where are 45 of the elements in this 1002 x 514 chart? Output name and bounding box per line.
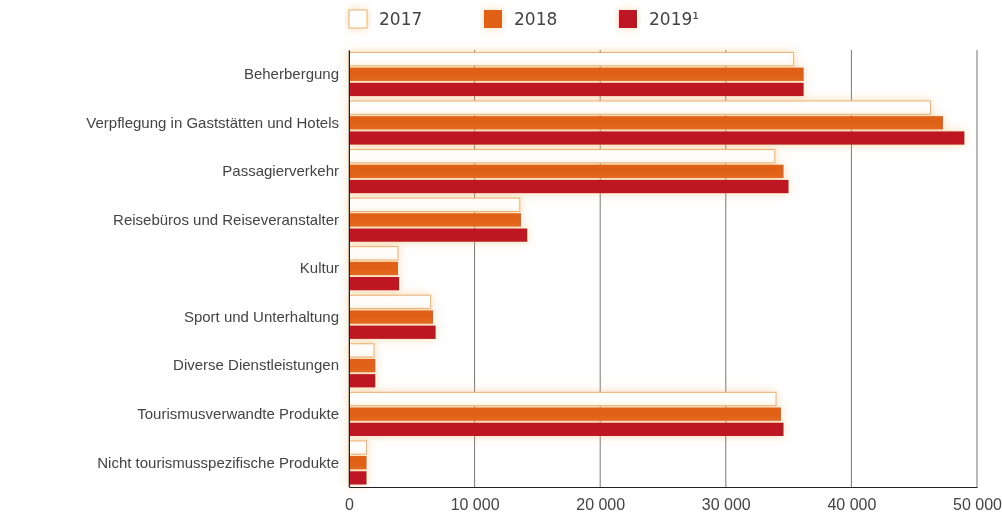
- bar: [348, 197, 521, 212]
- legend-label: 2017: [379, 9, 423, 29]
- bar: [348, 391, 777, 407]
- legend-label: 2019¹: [649, 9, 700, 29]
- bar: [349, 131, 965, 145]
- bar: [348, 149, 776, 164]
- y-tick-label: Kultur: [299, 259, 339, 277]
- bar: [349, 116, 944, 130]
- bar: [349, 179, 789, 194]
- bar: [349, 325, 436, 339]
- x-tick-label: 20 000: [576, 496, 626, 514]
- y-tick-label: Tourismusverwandte Produkte: [137, 404, 339, 422]
- bar: [349, 422, 784, 437]
- x-tick-label: 30 000: [701, 496, 751, 514]
- legend-label: 2018: [514, 9, 558, 29]
- y-tick-label: Passagierverkehr: [222, 162, 339, 180]
- bar: [349, 67, 804, 81]
- bar: [349, 471, 367, 485]
- bar: [349, 261, 398, 276]
- bar: [349, 310, 434, 324]
- y-tick-label: Diverse Dienstleistungen: [173, 356, 339, 374]
- x-tick-label: 50 000: [953, 496, 1002, 514]
- bar: [349, 277, 400, 291]
- bar: [348, 100, 932, 115]
- bar: [349, 358, 376, 373]
- y-tick-label: Reisebüros und Reiseveranstalter: [113, 210, 339, 228]
- x-tick-label: 0: [345, 496, 355, 514]
- y-tick-label: Verpflegung in Gaststätten und Hotels: [86, 113, 339, 131]
- bar: [348, 440, 368, 455]
- x-tick-label: 10 000: [450, 496, 500, 514]
- x-tick-label: 40 000: [827, 496, 877, 514]
- bar: [348, 294, 432, 310]
- bar: [349, 228, 528, 242]
- bar: [348, 246, 399, 261]
- bar: [349, 374, 376, 388]
- y-tick-label: Sport und Unterhaltung: [183, 307, 339, 325]
- y-tick-label: Nicht tourismusspezifische Produkte: [97, 453, 339, 471]
- bar: [349, 456, 367, 470]
- bar: [349, 164, 784, 179]
- bar: [349, 82, 804, 97]
- bar: [348, 343, 375, 358]
- y-tick-label: Beherbergung: [243, 65, 339, 83]
- bar: [348, 51, 795, 67]
- bar: [349, 407, 782, 421]
- bar: [349, 213, 522, 227]
